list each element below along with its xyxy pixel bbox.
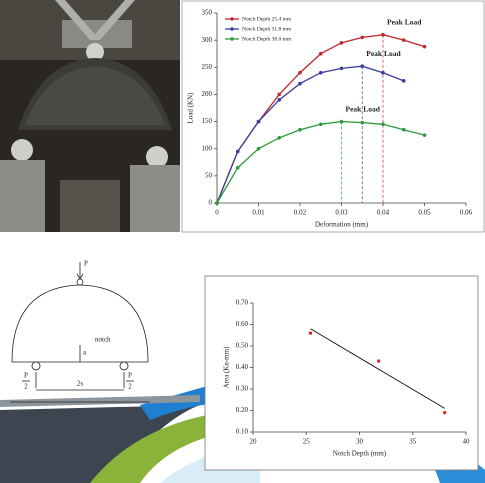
data-point [319,52,323,56]
x-tick-label: 20 [250,438,258,446]
data-point [340,41,344,45]
x-axis-label: Deformation (mm) [315,221,369,229]
data-point [443,411,446,414]
y-axis-label: Load (KN) [187,92,195,124]
data-point [319,71,323,75]
legend-marker [230,27,234,31]
x-tick-label: 0.03 [335,209,348,217]
data-point [423,133,427,137]
data-point [215,201,219,205]
notch-label: notch [95,336,111,344]
x-tick-label: 0.04 [377,209,390,217]
legend-label: Notch Depth 31.8 mm [242,26,292,32]
x-tick-label: 0 [215,209,219,217]
y-tick-label: 150 [202,117,213,125]
data-point [277,136,281,140]
data-point [319,122,323,126]
data-point [340,67,344,71]
data-point [277,93,281,97]
y-tick-label: 0.40 [236,363,249,371]
specimen-photo [0,0,180,232]
y-tick-label: 350 [202,9,213,17]
y-tick-label: 250 [202,63,213,71]
x-axis-label: Notch Depth (mm) [333,450,387,458]
peak-annotation: Peak Load [366,49,401,58]
x-tick-label: 40 [463,438,471,446]
data-point [298,128,302,132]
y-tick-label: 0.70 [236,299,249,307]
x-tick-label: 35 [409,438,417,446]
legend-label: Notch Depth 25.4 mm [242,16,292,22]
data-point [257,120,261,124]
y-tick-label: 0.60 [236,320,249,328]
data-point [277,98,281,102]
peak-annotation: Peak Load [346,104,381,113]
y-axis-label: Area (Kn-mm) [223,346,231,388]
data-point [236,150,240,154]
data-point [360,36,364,40]
data-point [402,128,406,132]
data-point [360,121,364,125]
legend-marker [230,37,234,41]
x-tick-label: 25 [303,438,311,446]
y-tick-label: 200 [202,90,213,98]
span-label: 2s [77,380,84,388]
peak-annotation: Peak Load [387,17,422,26]
data-point [381,71,385,75]
data-point [236,166,240,170]
x-tick-label: 30 [356,438,364,446]
data-point [402,38,406,42]
data-point [257,147,261,151]
y-tick-label: 0.10 [236,428,249,436]
y-tick-label: 100 [202,144,213,152]
data-point [309,332,312,335]
x-tick-label: 0.02 [294,209,307,217]
x-tick-label: 0.05 [418,209,431,217]
y-tick-label: 300 [202,36,213,44]
data-point [381,122,385,126]
line-chart-panel [182,1,484,232]
right-support-numerator: P [128,372,132,380]
right-support-denominator: 2 [128,383,132,391]
x-tick-label: 0.06 [460,209,473,217]
data-point [298,82,302,86]
y-tick-label: 50 [205,171,213,179]
legend-marker [230,17,234,21]
data-point [402,79,406,83]
load-label: P [84,260,88,268]
legend-label: Notch Depth 38.0 mm [242,36,292,42]
left-support-numerator: P [24,372,28,380]
y-tick-label: 0.30 [236,385,249,393]
data-point [377,360,380,363]
page: P notch a 2s P 2 P 2 00.010.020.030.040.… [0,0,485,483]
left-support-denominator: 2 [24,383,28,391]
data-point [423,45,427,49]
y-tick-label: 0 [209,199,213,207]
y-tick-label: 0.20 [236,406,249,414]
y-tick-label: 0.50 [236,342,249,350]
data-point [298,71,302,75]
x-tick-label: 0.01 [252,209,265,217]
